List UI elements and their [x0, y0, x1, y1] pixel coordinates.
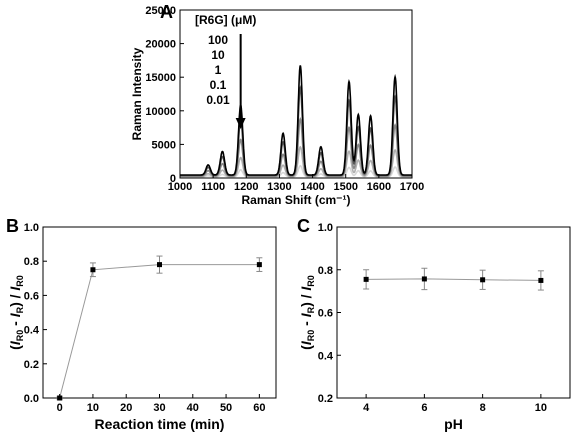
- y-tick-label: 0.4: [24, 325, 40, 337]
- x-tick-label: 10: [87, 402, 99, 414]
- panel-b: B 0 10 20 30 40 50 60 0.0 0.2 0.4 0.6 0.8 1.0 Reaction…: [6, 216, 277, 432]
- x-tick-label: 20: [120, 402, 132, 414]
- y-tick-label: 0: [170, 173, 176, 185]
- y-axis-label-part: ) /: [7, 291, 23, 307]
- x-tick-label: 0: [57, 402, 63, 414]
- data-point: [538, 277, 544, 283]
- y-axis-label-part: R: [15, 306, 25, 313]
- y-tick-label: 0.4: [318, 350, 334, 362]
- panel-label: C: [297, 216, 310, 236]
- y-tick-label: 25000: [145, 5, 176, 17]
- x-tick-label: 1400: [300, 181, 324, 193]
- legend-entry: 100: [208, 33, 228, 47]
- y-tick-label: 0.8: [24, 256, 39, 268]
- x-tick-label: 50: [220, 402, 232, 414]
- x-tick-label: 30: [153, 402, 165, 414]
- y-tick-label: 0.8: [318, 265, 333, 277]
- series-line: [59, 264, 260, 399]
- series-line: [180, 164, 412, 178]
- y-axis-label-part: I: [7, 340, 23, 345]
- arrow-head: [235, 118, 246, 129]
- y-tick-label: 10000: [145, 106, 176, 118]
- legend-entry: 0.1: [210, 78, 227, 92]
- series-line: [180, 65, 412, 176]
- y-tick-label: 1.0: [318, 222, 333, 234]
- series-line: [366, 278, 541, 281]
- y-tick-label: 0.6: [24, 290, 39, 302]
- x-tick-label: 1600: [367, 181, 391, 193]
- y-axis-label-part: ) /: [298, 291, 314, 307]
- y-axis-label: (IR0 - IR) / IR0: [298, 275, 316, 350]
- data-point: [157, 262, 162, 268]
- y-tick-label: 0.0: [24, 393, 39, 405]
- x-tick-label: 1700: [400, 181, 424, 193]
- data-point: [256, 262, 262, 268]
- x-tick-label: 1300: [267, 181, 291, 193]
- legend-title: [R6G] (μM): [195, 13, 256, 27]
- data-point: [480, 277, 486, 283]
- y-axis-label: Raman Intensity: [130, 47, 144, 140]
- y-axis-label-part: R0: [306, 275, 316, 287]
- data-point: [90, 267, 96, 273]
- x-axis-label: Reaction time (min): [95, 416, 225, 432]
- y-axis-label-part: (: [298, 345, 314, 350]
- x-axis-label: pH: [444, 416, 463, 432]
- x-tick-label: 40: [187, 402, 199, 414]
- legend-entry: 10: [211, 48, 225, 62]
- y-axis-label-part: I: [298, 286, 314, 291]
- y-tick-label: 0.2: [24, 359, 39, 371]
- panel-c: C4 6 8 100.20.40.60.81.0pH(IR0 - IR) / IR0: [297, 216, 571, 432]
- y-axis-label-part: R: [306, 306, 316, 313]
- plot-frame: [336, 226, 571, 399]
- y-tick-label: 0.2: [318, 393, 333, 405]
- y-axis-label: (IR0 - IR) / IR0: [7, 275, 25, 350]
- x-tick-label: 1000: [168, 181, 192, 193]
- y-axis-label-part: I: [7, 312, 23, 317]
- y-tick-label: 1.0: [24, 222, 39, 234]
- panel-label: A: [160, 2, 173, 22]
- y-axis-label-part: (: [7, 345, 23, 350]
- x-tick-label: 8: [480, 402, 486, 414]
- data-point: [363, 276, 369, 282]
- y-axis-label-part: R0: [15, 275, 25, 287]
- y-axis-label-part: -: [7, 317, 23, 329]
- y-axis-label-part: R0: [306, 330, 316, 342]
- x-tick-label: 10: [535, 402, 547, 414]
- y-tick-label: 5000: [152, 139, 176, 151]
- x-tick-label: 4: [363, 402, 370, 414]
- x-tick-label: 6: [421, 402, 427, 414]
- y-tick-label: 0.6: [318, 308, 333, 320]
- x-tick-label: 1500: [333, 181, 357, 193]
- panel-label: B: [6, 216, 19, 236]
- x-tick-label: 60: [253, 402, 265, 414]
- x-tick-label: 1100: [201, 181, 225, 193]
- data-point: [421, 276, 427, 282]
- x-axis-label: Raman Shift (cm⁻¹): [241, 193, 350, 207]
- y-axis-label-part: -: [298, 317, 314, 329]
- plot-frame: [179, 9, 413, 179]
- y-tick-label: 15000: [145, 72, 176, 84]
- y-axis-label-part: R0: [15, 330, 25, 342]
- y-tick-label: 20000: [145, 39, 176, 51]
- plot-frame: [42, 226, 277, 399]
- x-tick-label: 1200: [234, 181, 258, 193]
- legend-entry: 1: [215, 63, 222, 77]
- y-axis-label-part: I: [298, 312, 314, 317]
- legend-entry: 0.01: [206, 93, 230, 107]
- y-axis-label-part: I: [298, 340, 314, 345]
- y-axis-label-part: I: [7, 286, 23, 291]
